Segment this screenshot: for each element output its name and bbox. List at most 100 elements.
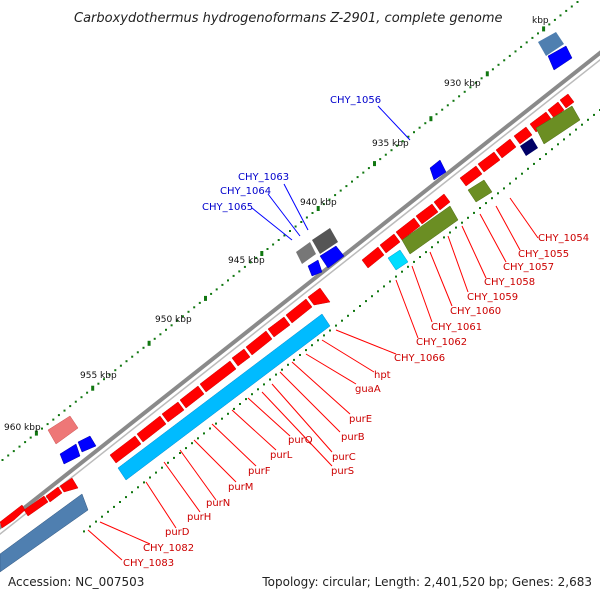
feature-bar-gray[interactable] — [296, 242, 316, 264]
feature-bar-olive-c[interactable] — [535, 105, 581, 145]
feature-bar-cyan-small[interactable] — [387, 249, 409, 271]
gene-arrow[interactable] — [59, 443, 81, 465]
gene-arrow[interactable] — [433, 193, 451, 211]
gene-arrow[interactable] — [395, 217, 421, 241]
label-chy-1063[interactable]: CHY_1063 — [238, 172, 289, 183]
label-pure[interactable]: purE — [349, 414, 372, 425]
scale-dot — [136, 351, 139, 354]
gene-arrow[interactable] — [245, 330, 273, 356]
gene-arrow[interactable] — [267, 316, 291, 338]
scale-ring-dots — [1, 1, 600, 533]
scale-dot — [418, 126, 421, 129]
label-chy-1057[interactable]: CHY_1057 — [503, 262, 554, 273]
label-chy-1055[interactable]: CHY_1055 — [518, 249, 569, 260]
gene-arrow[interactable] — [45, 486, 63, 503]
scale-dot-inner — [341, 319, 343, 322]
gene-arrow[interactable] — [559, 93, 575, 109]
label-chy-1065[interactable]: CHY_1065 — [202, 202, 253, 213]
scale-dot — [243, 265, 246, 268]
gene-arrow[interactable] — [477, 151, 501, 173]
gene-arrow[interactable] — [307, 259, 323, 277]
label-purq[interactable]: purQ — [288, 435, 313, 446]
scale-dot-inner — [491, 197, 493, 200]
label-chy-1064[interactable]: CHY_1064 — [220, 186, 271, 197]
gene-arrow[interactable] — [361, 246, 385, 269]
feature-bar-pink[interactable] — [47, 415, 79, 445]
feature-bar-cyan[interactable] — [117, 313, 331, 481]
scale-dot-inner — [149, 476, 151, 479]
gene-arrow[interactable] — [513, 126, 533, 145]
feature-bar-olive-b[interactable] — [467, 179, 493, 203]
scale-dot — [215, 288, 218, 291]
label-purl[interactable]: purL — [270, 450, 293, 461]
label-chy-1058[interactable]: CHY_1058 — [484, 277, 535, 288]
label-chy-1060[interactable]: CHY_1060 — [450, 306, 501, 317]
feature-bar-gray-b[interactable] — [312, 228, 338, 254]
label-purf[interactable]: purF — [248, 466, 271, 477]
label-chy-1082[interactable]: CHY_1082 — [143, 543, 194, 554]
feature-bar-steelblue-top[interactable] — [538, 32, 564, 56]
gene-arrow[interactable] — [77, 435, 97, 453]
label-hpt[interactable]: hpt — [374, 370, 391, 381]
label-chy-1066[interactable]: CHY_1066 — [394, 353, 445, 364]
gene-arrow[interactable] — [161, 401, 185, 423]
gene-arrow[interactable] — [0, 504, 26, 529]
scale-dot-inner — [203, 432, 205, 435]
label-chy-1056[interactable]: CHY_1056 — [330, 95, 381, 106]
feature-bar-olive[interactable] — [401, 205, 459, 255]
scale-dot — [441, 108, 444, 111]
scale-dot-inner — [533, 162, 535, 165]
gene-arrow[interactable] — [59, 477, 79, 493]
label-chy-1083[interactable]: CHY_1083 — [123, 558, 174, 569]
scale-major-tick — [485, 71, 489, 77]
label-purn[interactable]: purN — [206, 498, 230, 509]
gene-arrow[interactable] — [459, 165, 483, 187]
scale-dot — [508, 54, 511, 57]
label-chy-1061[interactable]: CHY_1061 — [431, 322, 482, 333]
label-purh[interactable]: purH — [187, 512, 211, 523]
scale-dot-inner — [431, 246, 433, 249]
gene-arrow[interactable] — [199, 360, 237, 393]
gene-arrow[interactable] — [285, 298, 313, 324]
gene-arrow[interactable] — [319, 245, 345, 269]
label-purs[interactable]: purS — [331, 466, 354, 477]
label-guaa[interactable]: guaA — [355, 384, 381, 395]
gene-arrow[interactable] — [495, 138, 517, 159]
gene-arrow[interactable] — [136, 415, 167, 443]
scale-dot — [463, 90, 466, 93]
scale-dot-inner — [227, 412, 229, 415]
scale-dot-inner — [317, 339, 319, 342]
scale-dot — [531, 36, 534, 39]
scale-dot — [52, 418, 55, 421]
scale-dot-inner — [125, 496, 127, 499]
label-chy-1062[interactable]: CHY_1062 — [416, 337, 467, 348]
gene-arrow[interactable] — [379, 233, 401, 254]
gene-arrow[interactable] — [429, 159, 447, 181]
scale-dot — [469, 86, 472, 89]
scale-dot-inner — [233, 407, 235, 410]
label-purd[interactable]: purD — [165, 527, 190, 538]
label-purm[interactable]: purM — [228, 482, 253, 493]
scale-dot — [401, 140, 404, 143]
scale-dot-inner — [383, 285, 385, 288]
feature-bar-steelblue[interactable] — [0, 493, 89, 573]
label-purb[interactable]: purB — [341, 432, 365, 443]
gene-arrow[interactable] — [231, 348, 251, 367]
tick-label-955: 955 kbp — [80, 371, 117, 381]
gene-arrow[interactable] — [109, 435, 142, 464]
label-chy-1059[interactable]: CHY_1059 — [467, 292, 518, 303]
scale-dot-inner — [575, 128, 577, 131]
gene-arrow[interactable] — [23, 495, 49, 517]
label-purc[interactable]: purC — [332, 452, 356, 463]
scale-dot-inner — [527, 167, 529, 170]
gene-arrow[interactable] — [415, 203, 439, 225]
gene-arrow[interactable] — [547, 45, 573, 71]
label-chy-1054[interactable]: CHY_1054 — [538, 233, 589, 244]
feature-bar-navy[interactable] — [520, 138, 538, 156]
scale-dot — [537, 32, 539, 35]
gene-arrow[interactable] — [307, 287, 331, 306]
gene-arrow[interactable] — [547, 101, 565, 119]
scale-dot-inner — [161, 466, 163, 469]
gene-labels-red: CHY_1054 CHY_1055 CHY_1057 CHY_1058 CHY_… — [123, 233, 589, 569]
gene-arrow[interactable] — [179, 385, 205, 409]
